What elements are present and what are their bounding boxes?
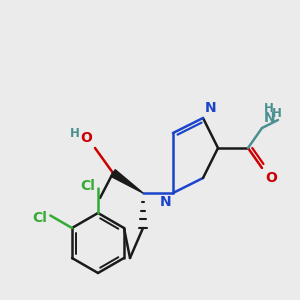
Text: O: O (265, 171, 277, 185)
Polygon shape (111, 170, 143, 193)
Text: O: O (80, 131, 92, 145)
Text: N: N (264, 111, 276, 125)
Text: Cl: Cl (32, 211, 47, 224)
Text: N: N (159, 195, 171, 209)
Text: H: H (264, 102, 274, 115)
Text: Cl: Cl (80, 179, 95, 193)
Text: N: N (205, 101, 217, 115)
Text: H: H (70, 127, 80, 140)
Text: H: H (272, 107, 282, 120)
